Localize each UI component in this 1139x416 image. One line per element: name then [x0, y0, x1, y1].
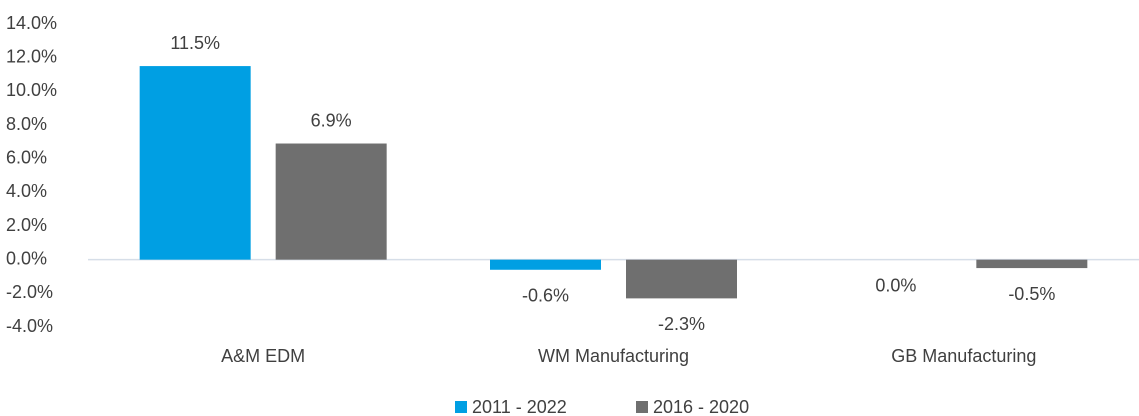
- legend-label: 2016 - 2020: [653, 397, 749, 416]
- x-tick-label: A&M EDM: [221, 346, 305, 366]
- y-tick-label: -4.0%: [6, 316, 53, 336]
- data-label: 0.0%: [875, 275, 916, 295]
- bar: [490, 259, 601, 270]
- legend-swatch: [636, 401, 648, 413]
- legend-swatch: [455, 401, 467, 413]
- y-tick-label: 6.0%: [6, 147, 47, 167]
- bar: [275, 143, 387, 260]
- data-label: 6.9%: [311, 110, 352, 130]
- y-tick-label: 14.0%: [6, 13, 57, 33]
- legend-label: 2011 - 2022: [472, 397, 567, 416]
- x-tick-label: WM Manufacturing: [538, 346, 689, 366]
- x-tick-label: GB Manufacturing: [891, 346, 1036, 366]
- data-label: -2.3%: [658, 314, 705, 334]
- y-tick-label: 8.0%: [6, 114, 47, 134]
- bar: [976, 259, 1088, 269]
- data-label: 11.5%: [170, 33, 220, 53]
- bar: [139, 66, 251, 260]
- y-tick-label: 2.0%: [6, 215, 47, 235]
- data-label: -0.6%: [522, 286, 569, 306]
- bar: [626, 259, 737, 299]
- y-tick-label: 4.0%: [6, 181, 47, 201]
- y-tick-label: -2.0%: [6, 282, 53, 302]
- y-tick-label: 0.0%: [6, 248, 47, 268]
- y-tick-label: 12.0%: [6, 46, 57, 66]
- data-label: -0.5%: [1008, 284, 1055, 304]
- y-tick-label: 10.0%: [6, 80, 57, 100]
